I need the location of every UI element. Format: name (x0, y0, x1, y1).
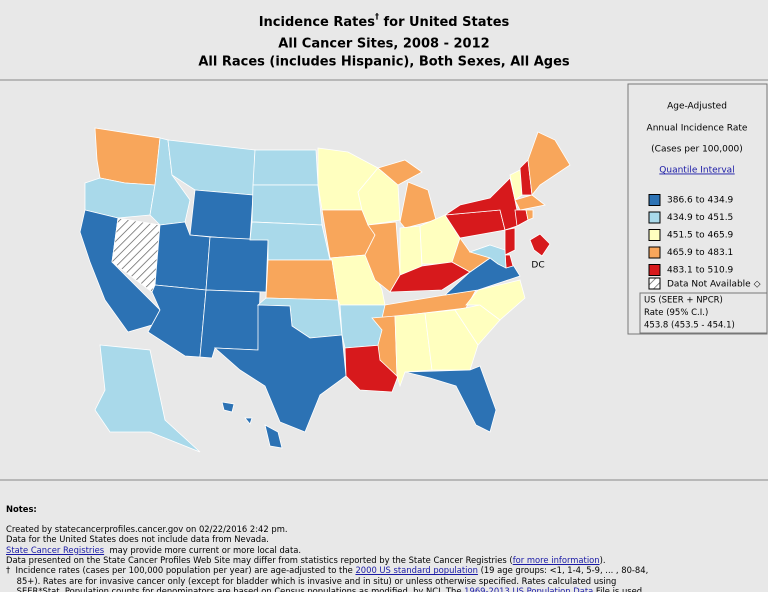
legend-label: 483.1 to 510.9 (667, 266, 734, 276)
note-text: (19 age groups: <1, 1-4, 5-9, ... , 80-8… (477, 565, 649, 576)
legend-label: 451.5 to 465.9 (667, 231, 734, 241)
us-box (639, 292, 768, 334)
state (514, 194, 546, 211)
states (79, 127, 571, 453)
state (244, 417, 253, 425)
note-text: File is used (593, 585, 643, 592)
title: Incidence Rates† for United States (259, 12, 510, 30)
state (264, 424, 283, 449)
legend-swatch (648, 264, 661, 276)
note-line: Created by statecancerprofiles.cancer.go… (6, 524, 764, 534)
subtitle: All Cancer Sites, 2008 - 2012 (278, 37, 489, 52)
note-text: Created by statecancerprofiles.cancer.go… (6, 524, 288, 535)
dc-label: DC (531, 261, 544, 271)
note-line: Data presented on the State Cancer Profi… (6, 555, 764, 565)
state (94, 344, 201, 453)
legend-title: Age-Adjusted (667, 102, 727, 112)
state (94, 127, 161, 186)
note-link[interactable]: 2000 US standard population (355, 565, 478, 576)
note-text: SEER*Stat. Population counts for denomin… (6, 585, 465, 592)
legend-label: Data Not Available ◇ (667, 280, 761, 290)
note-text: † Incidence rates (cases per 100,000 pop… (6, 565, 356, 576)
note-link[interactable]: 1969-2013 US Population Data (464, 585, 594, 592)
state (339, 304, 386, 349)
state (529, 233, 551, 257)
state (199, 289, 261, 359)
note-line: Data for the United States does not incl… (6, 534, 764, 544)
us-rate: US (SEER + NPCR) (644, 296, 723, 306)
legend-swatch (648, 277, 661, 290)
note-text: may provide more current or more local d… (104, 544, 302, 555)
legend-label: 434.9 to 451.5 (667, 213, 733, 223)
note-link[interactable]: for more information (512, 555, 600, 566)
legend-swatch (648, 194, 661, 206)
state (404, 365, 497, 433)
note-link[interactable]: State Cancer Registries (6, 544, 105, 555)
state (364, 221, 401, 293)
note-text: Data presented on the State Cancer Profi… (6, 555, 513, 566)
note-line: SEER*Stat. Population counts for denomin… (6, 586, 764, 592)
state (527, 131, 571, 197)
state (514, 209, 529, 227)
state (251, 184, 323, 226)
state (147, 284, 207, 358)
legend-items: 386.6 to 434.9 434.9 to 451.5 451.5 to 465… (648, 194, 734, 276)
notes: Notes: Created by statecancerprofiles.ca… (6, 483, 764, 592)
note-line: † Incidence rates (cases per 100,000 pop… (6, 565, 764, 575)
state (377, 159, 423, 186)
notes-heading: Notes: (6, 503, 37, 514)
legend-swatch (648, 246, 661, 259)
state (399, 181, 437, 229)
state (167, 139, 256, 196)
subtitle: All Races (includes Hispanic), Both Sexe… (198, 55, 570, 70)
legend-swatch (648, 211, 661, 224)
state (213, 304, 347, 433)
note-line: State Cancer Registries may provide more… (6, 545, 764, 555)
state (84, 177, 156, 219)
legend-panel (627, 83, 768, 335)
state (265, 259, 339, 301)
state (189, 189, 254, 241)
legend-label: 465.9 to 483.1 (667, 248, 733, 258)
note-line: 85+). Rates are for invasive cancer only… (6, 576, 764, 586)
state (205, 236, 269, 293)
state (468, 244, 507, 269)
us-rate: 453.8 (453.5 - 454.1) (644, 321, 735, 331)
state (444, 177, 521, 231)
note-text: 85+). Rates are for invasive cancer only… (6, 575, 617, 586)
state (252, 149, 319, 186)
legend-label: 386.6 to 434.9 (667, 196, 734, 206)
legend-title: (Cases per 100,000) (651, 145, 743, 155)
state (504, 227, 516, 256)
legend-link[interactable]: Quantile Interval (659, 166, 734, 176)
legend-swatch (648, 229, 661, 241)
note-text: Data for the United States does not incl… (6, 534, 269, 545)
note-text: ). (599, 555, 606, 566)
state (221, 401, 235, 413)
state (525, 209, 534, 221)
us-lines: US (SEER + NPCR) Rate (95% C.I.) 453.8 (45… (644, 296, 735, 331)
legend-title: Annual Incidence Rate (647, 124, 748, 134)
us-rate: Rate (95% C.I.) (644, 308, 708, 318)
